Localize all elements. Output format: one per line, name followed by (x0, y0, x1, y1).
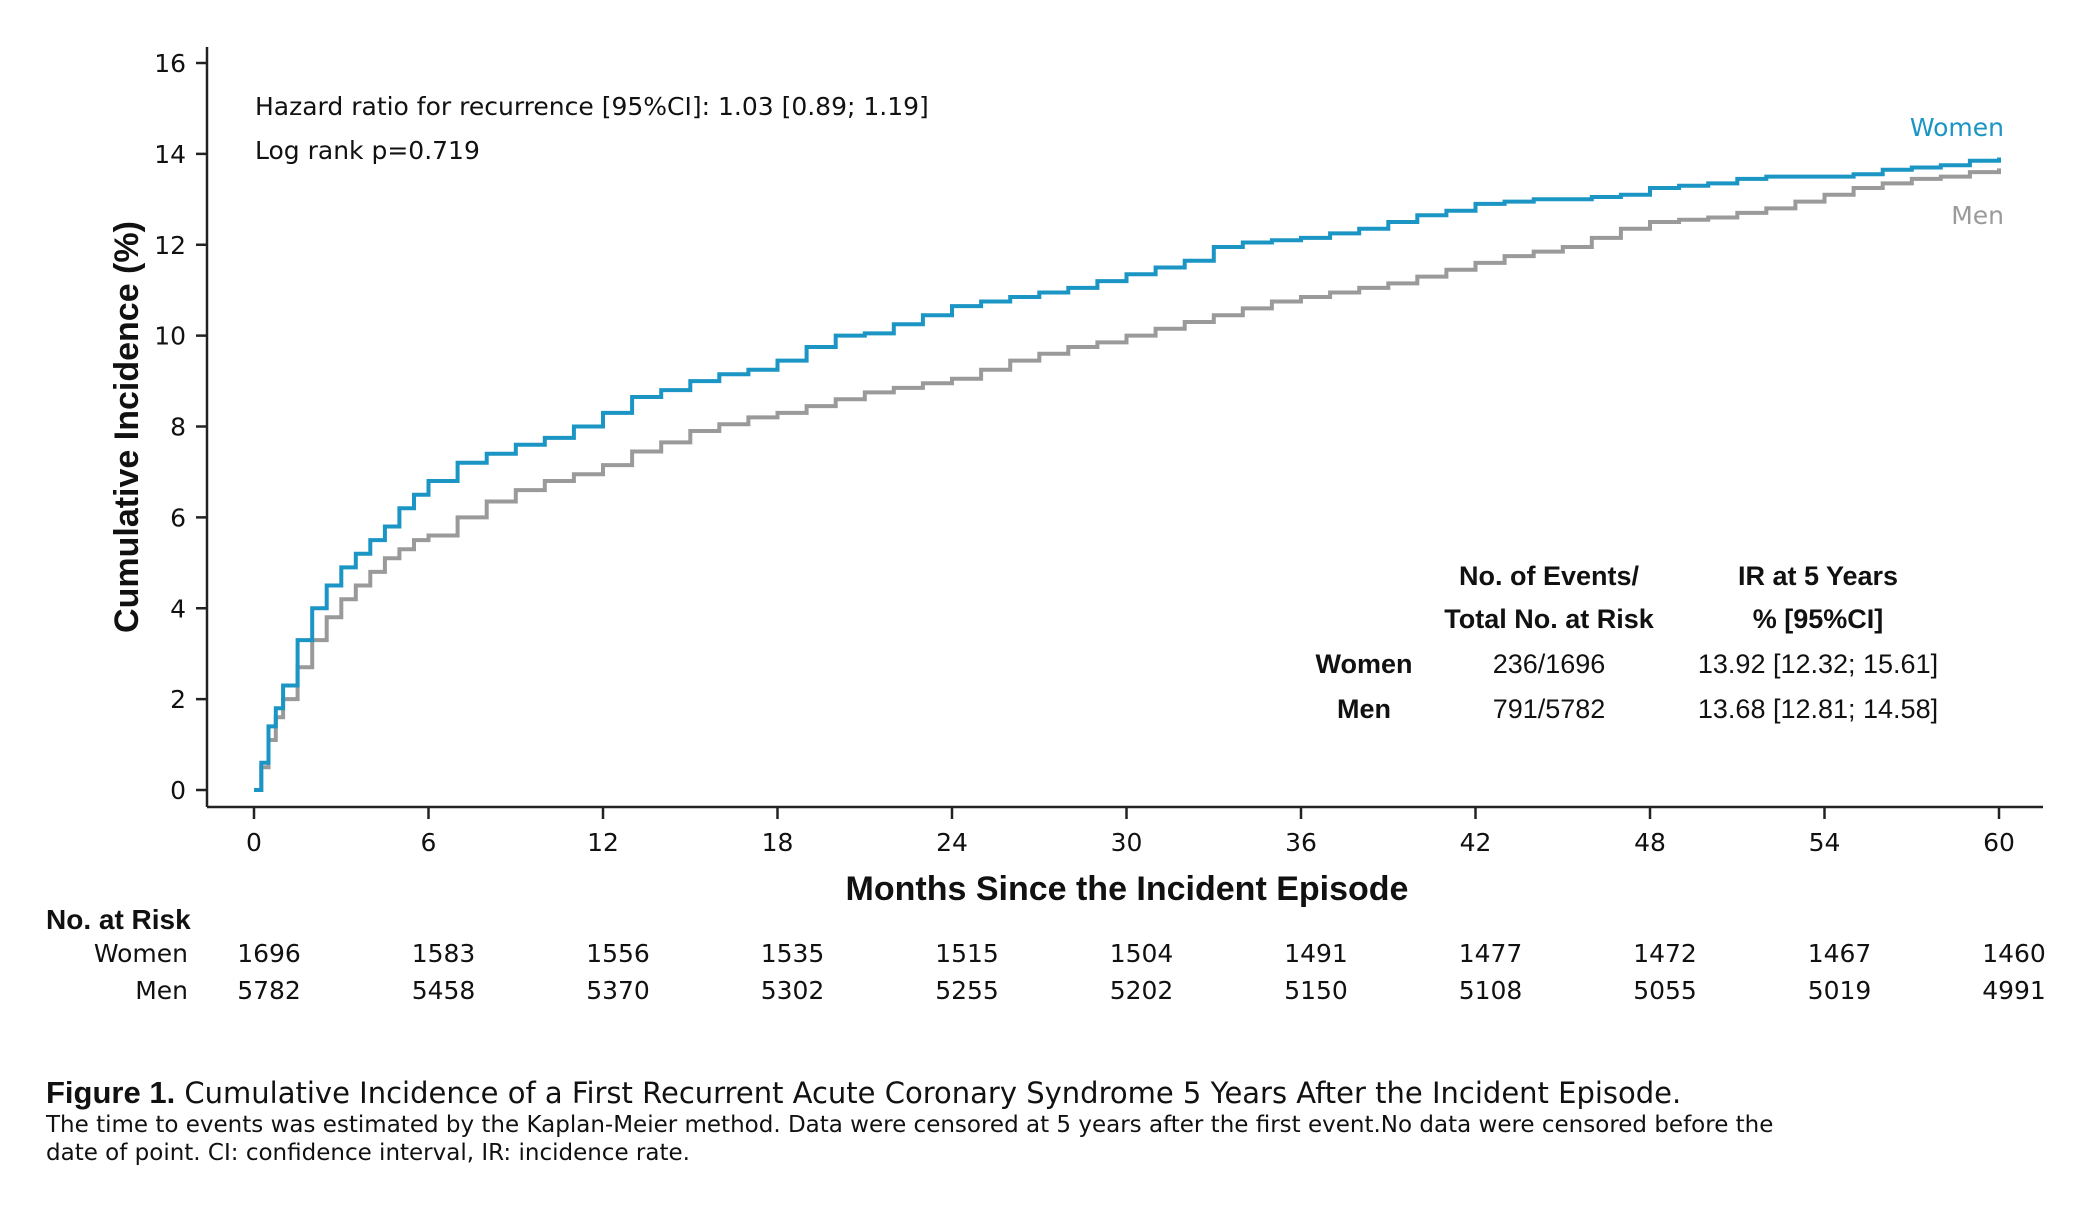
series-line-men (254, 168, 2001, 792)
caption-note-line-2: date of point. CI: confidence interval, … (46, 1140, 690, 1166)
series-label-women: Women (1910, 113, 2004, 142)
y-axis-title: Cumulative Incidence (%) (108, 221, 146, 633)
summary-row-men-events: 791/5782 (1493, 694, 1606, 724)
risk-value-women: 1472 (1633, 939, 1697, 968)
risk-value-women: 1504 (1110, 939, 1174, 968)
risk-value-men: 5055 (1633, 976, 1697, 1005)
summary-header-ir-2: % [95%CI] (1753, 604, 1884, 634)
x-tick-label: 36 (1285, 828, 1317, 857)
y-tick-label: 14 (154, 140, 186, 169)
summary-header-ir-1: IR at 5 Years (1738, 561, 1898, 591)
x-tick-label: 18 (762, 828, 794, 857)
y-tick-label: 2 (170, 685, 186, 714)
risk-value-women: 1556 (586, 939, 650, 968)
x-tick-label: 48 (1634, 828, 1666, 857)
risk-value-women: 1583 (412, 939, 476, 968)
risk-values: 1696 1583 1556 1535 1515 1504 1491 1477 1472 1467… (237, 939, 2046, 1005)
series-label-men: Men (1951, 201, 2004, 230)
risk-value-men: 5782 (237, 976, 301, 1005)
risk-value-men: 5202 (1110, 976, 1174, 1005)
risk-value-women: 1467 (1808, 939, 1872, 968)
y-ticks: 0 2 4 6 8 10 12 14 16 (154, 49, 207, 805)
y-tick-label: 10 (154, 322, 186, 351)
x-tick-label: 6 (421, 828, 437, 857)
risk-table-title: No. at Risk (46, 904, 191, 935)
risk-value-women: 1491 (1284, 939, 1348, 968)
summary-row-women-ir: 13.92 [12.32; 15.61] (1698, 649, 1938, 679)
summary-row-men-ir: 13.68 [12.81; 14.58] (1698, 694, 1938, 724)
y-tick-label: 12 (154, 231, 186, 260)
risk-value-men: 5255 (935, 976, 999, 1005)
risk-value-women: 1477 (1459, 939, 1523, 968)
caption-note-line-1: The time to events was estimated by the … (46, 1112, 1774, 1138)
risk-value-men: 5458 (412, 976, 476, 1005)
risk-value-women: 1460 (1982, 939, 2046, 968)
risk-table: No. at Risk Women Men 1696 1583 1556 1535 15… (46, 904, 2046, 1005)
summary-table: No. of Events/ Total No. at Risk IR at 5… (1315, 561, 1938, 724)
x-axis-title: Months Since the Incident Episode (846, 870, 1409, 908)
caption-title: Cumulative Incidence of a First Recurren… (175, 1076, 1682, 1110)
caption-label: Figure 1. (46, 1075, 176, 1110)
y-tick-label: 4 (170, 594, 186, 623)
risk-value-women: 1696 (237, 939, 301, 968)
logrank-annotation: Log rank p=0.719 (255, 136, 480, 165)
x-tick-label: 60 (1983, 828, 2015, 857)
x-tick-label: 0 (246, 828, 262, 857)
summary-row-men-group: Men (1337, 694, 1391, 724)
series-line-women (254, 157, 2001, 792)
summary-header-events-2: Total No. at Risk (1444, 604, 1655, 634)
risk-value-men: 4991 (1982, 976, 2046, 1005)
x-tick-label: 54 (1809, 828, 1841, 857)
x-tick-label: 42 (1460, 828, 1492, 857)
y-tick-label: 16 (154, 49, 186, 78)
summary-header-events-1: No. of Events/ (1459, 561, 1640, 591)
curves-group (254, 157, 2001, 792)
summary-row-women-events: 236/1696 (1493, 649, 1606, 679)
summary-row-women-group: Women (1315, 649, 1412, 679)
x-tick-label: 12 (587, 828, 619, 857)
risk-value-men: 5370 (586, 976, 650, 1005)
risk-row-label-men: Men (135, 976, 188, 1005)
hazard-ratio-annotation: Hazard ratio for recurrence [95%CI]: 1.0… (255, 92, 929, 121)
x-tick-label: 30 (1111, 828, 1143, 857)
risk-value-women: 1515 (935, 939, 999, 968)
risk-value-men: 5108 (1459, 976, 1523, 1005)
x-ticks: 0 6 12 18 24 30 36 42 48 54 60 (246, 807, 2015, 857)
risk-row-label-women: Women (94, 939, 188, 968)
risk-value-men: 5150 (1284, 976, 1348, 1005)
risk-value-men: 5019 (1808, 976, 1872, 1005)
x-tick-label: 24 (936, 828, 968, 857)
risk-value-women: 1535 (761, 939, 825, 968)
caption-title-line: Figure 1. Cumulative Incidence of a Firs… (46, 1075, 2046, 1111)
y-tick-label: 6 (170, 503, 186, 532)
y-tick-label: 8 (170, 413, 186, 442)
figure-caption: Figure 1. Cumulative Incidence of a Firs… (46, 1075, 2046, 1167)
y-tick-label: 0 (170, 776, 186, 805)
risk-value-men: 5302 (761, 976, 825, 1005)
